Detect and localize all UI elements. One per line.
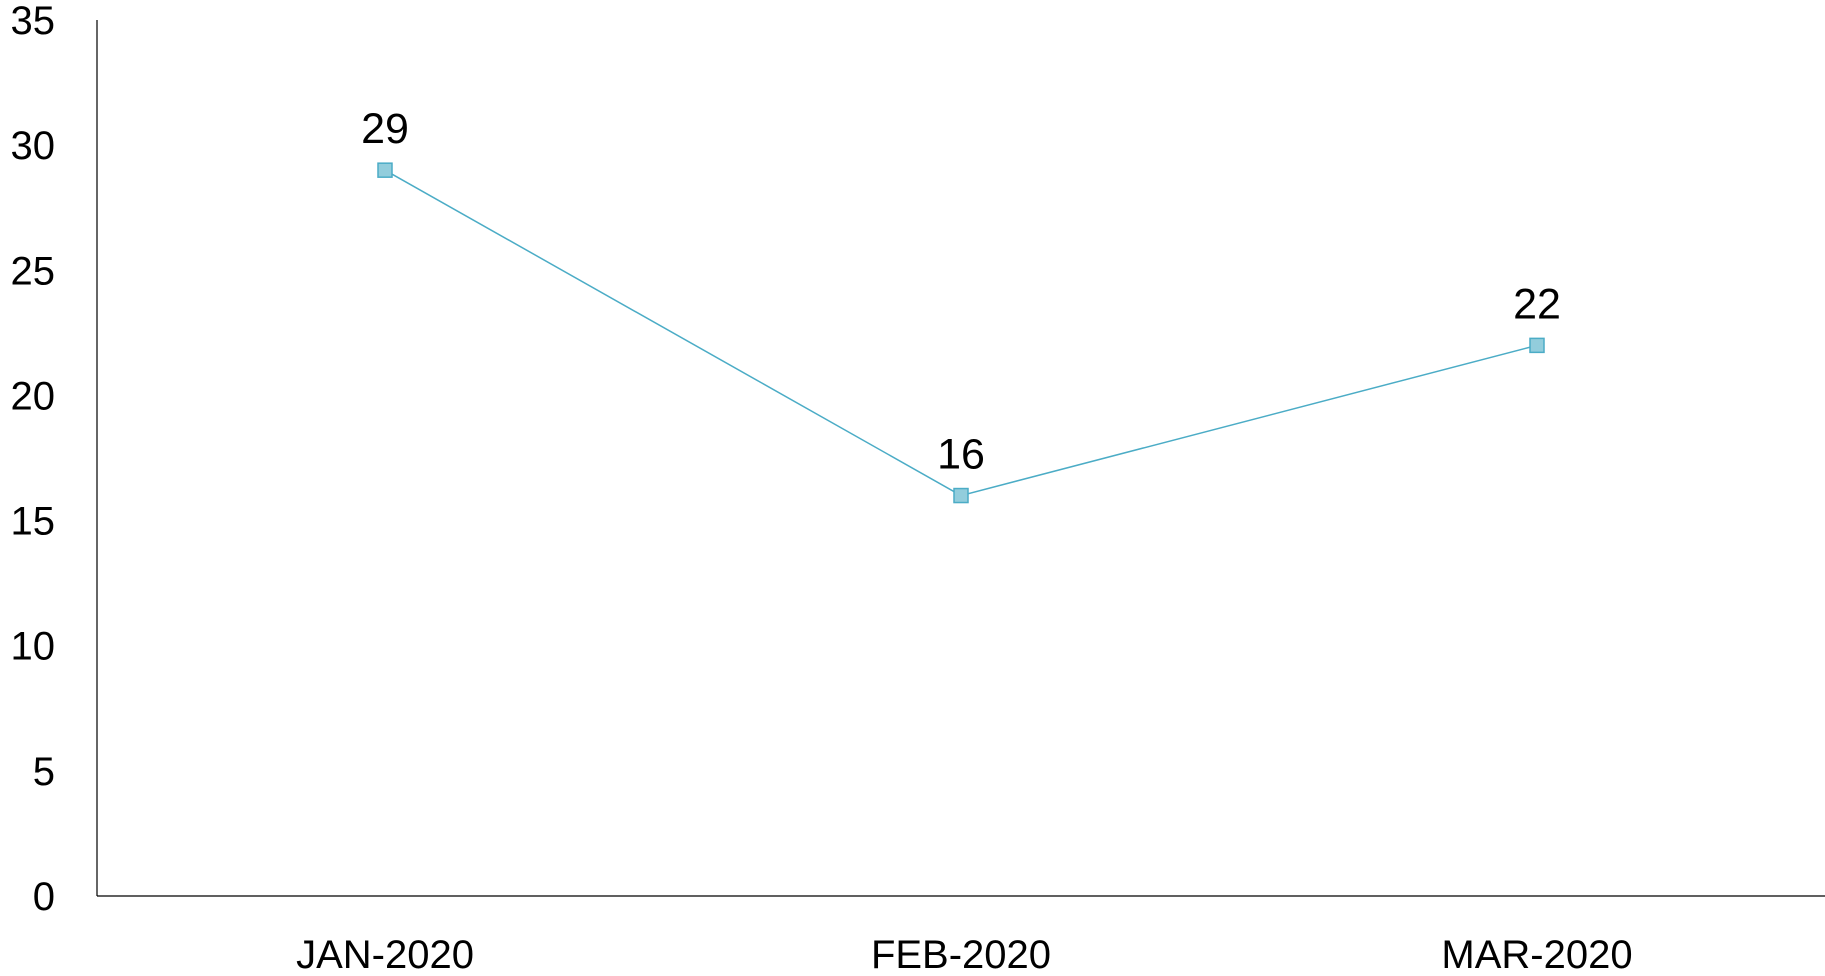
y-tick-label: 15	[11, 500, 56, 544]
y-tick-label: 35	[11, 0, 56, 43]
x-tick-label: MAR-2020	[1441, 933, 1632, 976]
y-tick-label: 25	[11, 249, 56, 293]
data-label: 22	[1513, 280, 1561, 328]
y-tick-label: 5	[33, 750, 55, 794]
y-tick-label: 20	[11, 374, 56, 418]
series-group	[377, 162, 1545, 504]
data-point-marker	[1529, 337, 1545, 354]
x-tick-label: JAN-2020	[296, 933, 474, 976]
data-point-marker	[377, 162, 393, 178]
y-tick-label: 0	[33, 875, 55, 919]
data-label: 29	[361, 105, 409, 153]
y-tick-label: 10	[11, 625, 56, 669]
data-label: 16	[937, 431, 985, 479]
x-axis-ticks: JAN-2020 FEB-2020 MAR-2020	[296, 933, 1633, 976]
y-tick-label: 30	[11, 124, 56, 168]
data-point-marker	[953, 487, 969, 504]
x-tick-label: FEB-2020	[871, 933, 1051, 976]
y-axis-ticks: 0 5 10 15 20 25 30 35	[11, 0, 56, 919]
data-labels: 29 16 22	[361, 105, 1561, 478]
